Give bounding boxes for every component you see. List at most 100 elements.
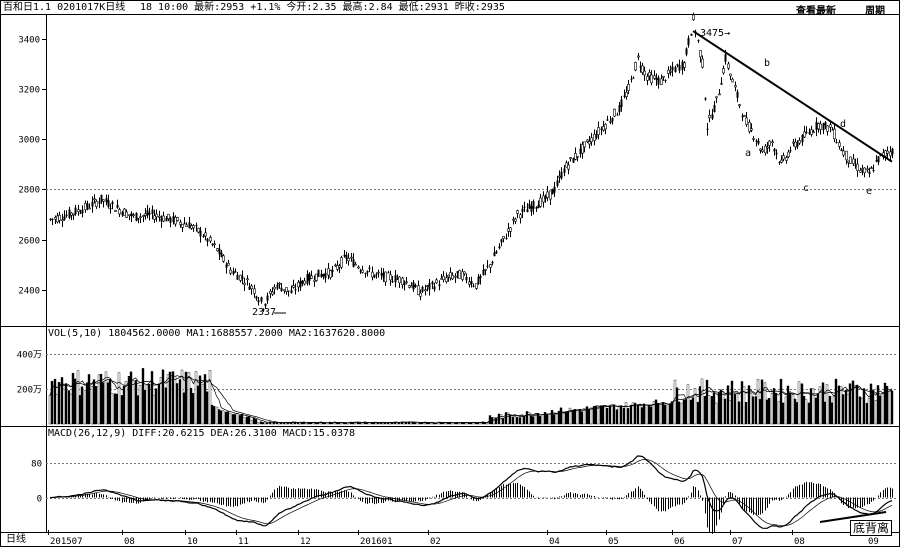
candle-body-up — [197, 227, 200, 233]
volume-bar — [131, 380, 135, 425]
volume-bar — [252, 417, 256, 425]
candle-body-up — [722, 68, 725, 74]
volume-bar — [518, 417, 522, 425]
candle-body-up — [442, 275, 445, 281]
volume-bar — [122, 385, 126, 425]
volume-bar — [80, 386, 84, 425]
volume-bar — [504, 412, 508, 425]
volume-bar — [226, 411, 230, 425]
candle-body-down — [657, 77, 660, 85]
volume-bar — [191, 392, 195, 425]
candle-body-down — [526, 209, 529, 213]
volume-bar — [566, 411, 570, 425]
volume-bar — [203, 374, 207, 425]
volume-bar — [196, 385, 200, 425]
volume-bar — [231, 414, 235, 425]
candle-body-down — [690, 33, 693, 36]
candle-body-up — [771, 141, 774, 144]
candle-body-down — [306, 274, 309, 284]
candle-body-down — [382, 272, 385, 278]
volume-bar — [559, 407, 563, 425]
volume-bar — [610, 404, 614, 425]
candle-body-down — [218, 248, 221, 255]
volume-bar — [663, 404, 667, 425]
candle-body-up — [463, 271, 466, 275]
candle-body-down — [322, 274, 325, 277]
macd-dea-line — [50, 459, 893, 527]
candle-body-down — [639, 66, 642, 68]
x-tick-label: 08 — [124, 537, 135, 547]
volume-bar — [242, 417, 246, 425]
volume-bar — [723, 398, 727, 425]
candle-body-up — [58, 214, 61, 221]
candle-body-up — [798, 140, 801, 144]
period-tab[interactable]: 周期 — [865, 6, 885, 17]
candle-body-down — [63, 216, 66, 220]
candle-body-up — [743, 115, 746, 117]
macd-tick-label: 0 — [37, 495, 42, 505]
candle-body-down — [324, 272, 327, 279]
candle-body-up — [77, 209, 80, 212]
volume-bar — [94, 385, 98, 425]
candle-body-up — [155, 213, 158, 218]
volume-bar — [511, 416, 515, 425]
candle-body-down — [79, 212, 82, 214]
candle-body-down — [266, 295, 269, 301]
candle-body-up — [174, 217, 177, 225]
candle-body-up — [445, 277, 448, 283]
price-tick-label: 2600 — [18, 237, 40, 247]
volume-bar — [256, 421, 260, 425]
candle-body-up — [384, 271, 387, 283]
volume-bar — [365, 422, 369, 425]
candle-body-down — [505, 237, 508, 240]
volume-bar — [446, 422, 450, 425]
volume-bar — [157, 383, 161, 425]
volume-bar — [571, 409, 575, 425]
candle-body-up — [72, 213, 75, 216]
volume-bar — [488, 415, 492, 425]
candle-body-down — [387, 272, 390, 274]
volume-bar — [622, 407, 626, 425]
price-tick-label: 2400 — [18, 287, 40, 297]
candle-body-down — [687, 38, 690, 46]
candle-body-down — [676, 64, 679, 66]
volume-bar — [168, 371, 172, 425]
candle-body-down — [294, 289, 297, 291]
volume-bar — [589, 407, 593, 425]
candle-body-up — [176, 217, 179, 221]
volume-bar — [254, 419, 258, 425]
latest-tab[interactable]: 查看最新 — [796, 6, 836, 17]
candle-body-down — [320, 273, 323, 278]
candle-body-down — [778, 161, 781, 163]
candle-body-down — [202, 236, 205, 238]
candle-body-up — [243, 282, 246, 286]
candle-body-down — [100, 194, 103, 202]
volume-bar — [582, 408, 586, 425]
volume-bar — [552, 414, 556, 425]
volume-bar — [851, 380, 855, 425]
candle-body-down — [396, 278, 399, 280]
volume-bar — [717, 392, 721, 425]
candle-body-down — [257, 300, 260, 303]
candle-body-down — [623, 95, 626, 97]
candle-body-down — [854, 164, 857, 166]
candle-body-down — [299, 280, 302, 288]
volume-bar — [661, 402, 665, 425]
volume-bar — [555, 413, 559, 425]
candle-body-down — [225, 264, 228, 268]
candle-body-up — [625, 92, 628, 97]
volume-bar — [784, 396, 788, 425]
volume-bar — [802, 395, 806, 425]
volume-bar — [154, 388, 158, 425]
volume-bar — [279, 422, 283, 425]
volume-bar — [261, 422, 265, 425]
candle-body-up — [93, 198, 96, 201]
candle-body-down — [891, 148, 894, 155]
volume-bar — [115, 393, 119, 425]
volume-bar — [71, 372, 75, 425]
volume-bar — [323, 422, 327, 425]
period-label[interactable]: 日线 — [6, 534, 26, 545]
volume-bar — [605, 408, 609, 425]
candle-body-up — [139, 216, 142, 218]
volume-bar — [642, 403, 646, 425]
